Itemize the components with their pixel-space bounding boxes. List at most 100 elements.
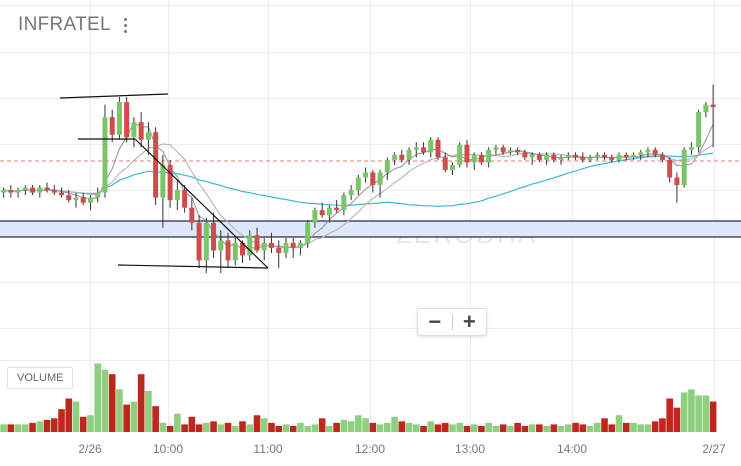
candle-up[interactable]: [688, 147, 694, 150]
candle-up[interactable]: [160, 164, 166, 198]
candle-down[interactable]: [59, 192, 65, 196]
candle-down[interactable]: [80, 197, 86, 203]
zoom-out-button[interactable]: −: [428, 309, 442, 334]
candle-down[interactable]: [124, 102, 130, 138]
candle-up[interactable]: [232, 242, 238, 261]
candle-down[interactable]: [290, 242, 296, 248]
candle-up[interactable]: [15, 190, 21, 193]
candle-up[interactable]: [587, 157, 593, 160]
candle-up[interactable]: [681, 149, 687, 186]
candle-down[interactable]: [211, 222, 217, 251]
candle-up[interactable]: [102, 117, 108, 193]
candle-down[interactable]: [182, 190, 188, 208]
candle-up[interactable]: [218, 240, 224, 251]
candle-up[interactable]: [1, 190, 7, 193]
candle-up[interactable]: [87, 197, 93, 203]
candle-down[interactable]: [370, 172, 376, 186]
candle-down[interactable]: [138, 122, 144, 140]
candle-up[interactable]: [95, 192, 101, 198]
candle-up[interactable]: [355, 177, 361, 191]
candle-up[interactable]: [449, 164, 455, 170]
zoom-in-button[interactable]: +: [462, 309, 476, 334]
candle-up[interactable]: [493, 147, 499, 150]
candle-up[interactable]: [507, 149, 513, 153]
candle-down[interactable]: [652, 149, 658, 155]
candle-up[interactable]: [348, 190, 354, 196]
candle-down[interactable]: [319, 210, 325, 216]
candle-down[interactable]: [551, 154, 557, 160]
candle-down[interactable]: [8, 190, 14, 193]
candle-down[interactable]: [276, 247, 282, 253]
candle-down[interactable]: [500, 147, 506, 153]
volume-label[interactable]: VOLUME: [7, 367, 74, 389]
candle-down[interactable]: [602, 154, 608, 158]
candle-down[interactable]: [44, 187, 50, 191]
candle-down[interactable]: [268, 242, 274, 248]
candle-down[interactable]: [609, 157, 615, 160]
candle-up[interactable]: [377, 172, 383, 186]
candle-up[interactable]: [203, 222, 209, 261]
candle-down[interactable]: [334, 207, 340, 211]
candle-up[interactable]: [558, 157, 564, 160]
candle-up[interactable]: [486, 149, 492, 163]
candle-up[interactable]: [638, 152, 644, 155]
candle-up[interactable]: [326, 207, 332, 216]
candle-up[interactable]: [384, 159, 390, 173]
candle-down[interactable]: [189, 207, 195, 223]
candle-up[interactable]: [305, 222, 311, 243]
candle-up[interactable]: [341, 195, 347, 211]
candle-up[interactable]: [392, 154, 398, 160]
candle-up[interactable]: [544, 154, 550, 160]
candle-down[interactable]: [66, 195, 72, 201]
candle-down[interactable]: [30, 187, 36, 193]
candle-up[interactable]: [22, 187, 28, 191]
candle-up[interactable]: [363, 172, 369, 178]
candle-up[interactable]: [283, 242, 289, 253]
candle-down[interactable]: [254, 235, 260, 251]
candle-up[interactable]: [174, 190, 180, 201]
candle-down[interactable]: [153, 132, 159, 198]
candle-down[interactable]: [536, 154, 542, 160]
candle-down[interactable]: [421, 147, 427, 153]
candle-down[interactable]: [674, 177, 680, 186]
candle-down[interactable]: [659, 154, 665, 160]
candle-down[interactable]: [240, 242, 246, 256]
candle-down[interactable]: [167, 164, 173, 201]
candle-down[interactable]: [667, 159, 673, 178]
candle-up[interactable]: [696, 112, 702, 148]
candle-down[interactable]: [522, 152, 528, 158]
candle-up[interactable]: [73, 197, 79, 201]
candle-up[interactable]: [630, 154, 636, 158]
candle-up[interactable]: [616, 154, 622, 160]
candle-up[interactable]: [565, 154, 571, 158]
candle-up[interactable]: [645, 149, 651, 153]
candle-up[interactable]: [312, 210, 318, 223]
candle-up[interactable]: [471, 154, 477, 163]
candle-up[interactable]: [413, 147, 419, 150]
candle-down[interactable]: [580, 157, 586, 160]
candle-down[interactable]: [109, 117, 115, 135]
candle-down[interactable]: [225, 240, 231, 261]
candle-down[interactable]: [435, 139, 441, 158]
candle-up[interactable]: [703, 104, 709, 113]
candle-down[interactable]: [515, 149, 521, 153]
candle-up[interactable]: [406, 149, 412, 160]
candle-up[interactable]: [131, 122, 137, 138]
candle-up[interactable]: [428, 139, 434, 153]
candle-down[interactable]: [196, 222, 202, 261]
candle-down[interactable]: [710, 104, 716, 108]
candle-up[interactable]: [145, 132, 151, 140]
candle-up[interactable]: [116, 102, 122, 135]
candle-up[interactable]: [529, 154, 535, 158]
candle-down[interactable]: [399, 154, 405, 160]
candle-down[interactable]: [442, 157, 448, 170]
candle-up[interactable]: [594, 154, 600, 158]
candle-down[interactable]: [51, 190, 57, 193]
candle-down[interactable]: [464, 144, 470, 163]
candle-up[interactable]: [297, 242, 303, 248]
candle-down[interactable]: [573, 154, 579, 158]
candle-down[interactable]: [623, 154, 629, 158]
candle-up[interactable]: [247, 235, 253, 256]
